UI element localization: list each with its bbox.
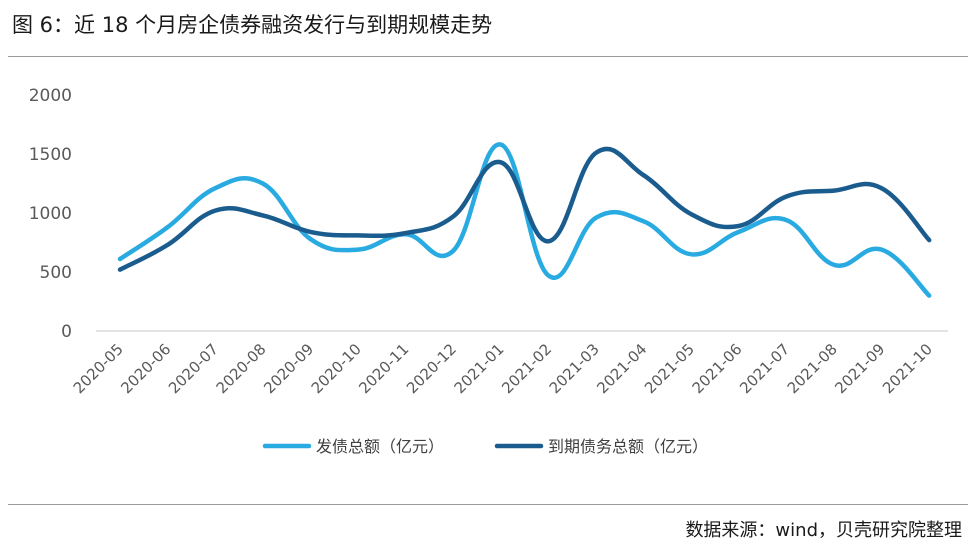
x-tick-label: 2021-05 (641, 340, 698, 397)
y-tick-label: 1000 (29, 204, 72, 224)
chart-title: 图 6：近 18 个月房企债券融资发行与到期规模走势 (12, 13, 493, 37)
x-tick-label: 2020-11 (355, 340, 412, 397)
legend-label-2: 到期债务总额（亿元） (548, 437, 708, 456)
x-tick-label: 2020-07 (165, 340, 222, 397)
x-tick-label: 2020-10 (308, 340, 365, 397)
y-axis-ticks: 2000 1500 1000 500 0 (29, 86, 72, 342)
y-tick-label: 1500 (29, 145, 72, 165)
x-tick-label: 2021-01 (451, 340, 508, 397)
legend-label-1: 发债总额（亿元） (316, 437, 444, 456)
chart-legend: 发债总额（亿元） 到期债务总额（亿元） (262, 437, 708, 456)
x-tick-label: 2020-12 (403, 340, 460, 397)
y-tick-label: 2000 (29, 86, 72, 106)
x-axis-ticks: 2020-052020-062020-072020-082020-092020-… (70, 340, 936, 397)
y-tick-label: 500 (40, 263, 72, 283)
x-tick-label: 2020-06 (117, 340, 174, 397)
series-lines (117, 142, 932, 298)
series-line-1 (117, 142, 932, 298)
data-source-note: 数据来源：wind，贝壳研究院整理 (685, 520, 962, 541)
x-tick-label: 2021-10 (879, 340, 936, 397)
x-tick-label: 2021-03 (546, 340, 603, 397)
bottom-divider (8, 504, 968, 505)
x-tick-label: 2020-09 (260, 340, 317, 397)
x-tick-label: 2021-07 (736, 340, 793, 397)
x-tick-label: 2020-05 (70, 340, 127, 397)
x-tick-label: 2021-08 (784, 340, 841, 397)
x-tick-label: 2020-08 (213, 340, 270, 397)
series-line-2 (117, 146, 932, 272)
x-tick-label: 2021-02 (498, 340, 555, 397)
x-tick-label: 2021-09 (831, 340, 888, 397)
x-tick-label: 2021-04 (593, 340, 650, 397)
y-tick-label: 0 (61, 322, 72, 342)
top-divider (8, 56, 968, 57)
x-tick-label: 2021-06 (689, 340, 746, 397)
